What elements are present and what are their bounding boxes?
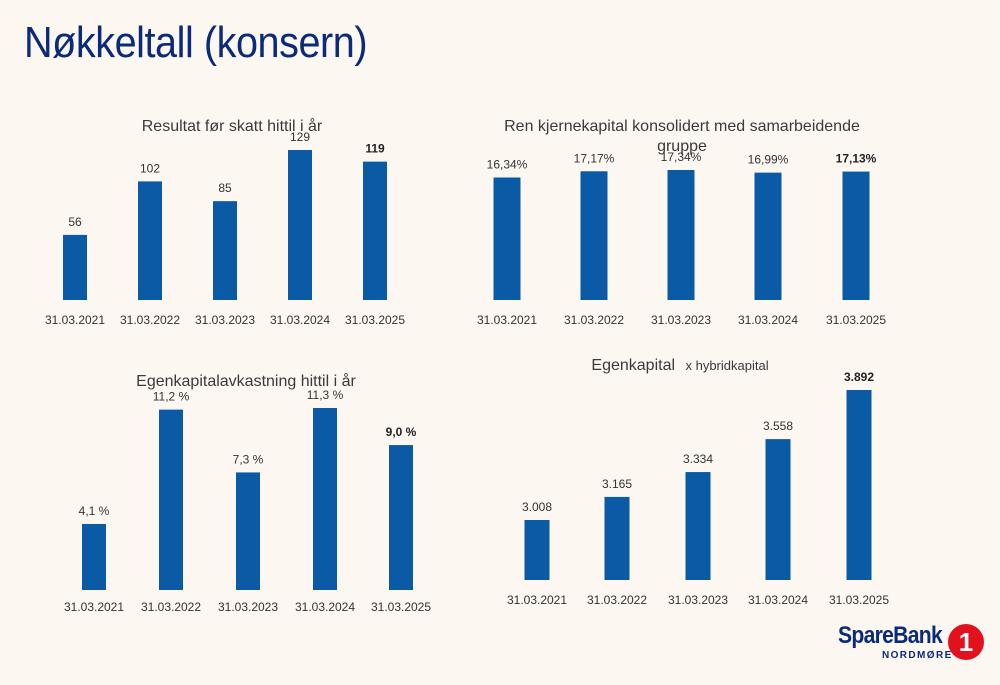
data-label: 11,2 % bbox=[153, 390, 190, 404]
bar bbox=[363, 161, 387, 300]
bar bbox=[236, 472, 260, 590]
data-label: 3.165 bbox=[602, 477, 632, 491]
x-tick-label: 31.03.2025 bbox=[826, 313, 886, 327]
x-tick-label: 31.03.2023 bbox=[651, 313, 711, 327]
bar bbox=[313, 408, 337, 590]
bar bbox=[288, 150, 312, 300]
sparebank-logo: SpareBank NORDMØRE 1 bbox=[838, 622, 984, 668]
data-label: 7,3 % bbox=[233, 452, 264, 466]
x-tick-label: 31.03.2023 bbox=[195, 313, 255, 327]
data-label: 85 bbox=[218, 181, 232, 195]
bar bbox=[685, 472, 711, 580]
bar bbox=[754, 172, 782, 300]
data-label: 11,3 % bbox=[307, 388, 344, 402]
bar bbox=[765, 439, 791, 580]
bar bbox=[524, 520, 550, 580]
data-label: 9,0 % bbox=[386, 425, 417, 439]
data-label: 16,99% bbox=[748, 153, 789, 167]
bar bbox=[138, 181, 162, 300]
chart-title-main: Egenkapital bbox=[591, 357, 675, 374]
bar bbox=[846, 390, 872, 580]
x-tick-label: 31.03.2021 bbox=[477, 313, 537, 327]
bar bbox=[159, 409, 183, 590]
page-title: Nøkkeltall (konsern) bbox=[24, 18, 368, 67]
bar bbox=[580, 171, 608, 300]
x-tick-label: 31.03.2022 bbox=[120, 313, 180, 327]
bar bbox=[389, 445, 413, 590]
chart-title: Egenkapital x hybridkapital bbox=[591, 357, 768, 374]
data-label: 16,34% bbox=[487, 157, 528, 171]
data-label: 17,34% bbox=[661, 150, 702, 164]
x-tick-label: 31.03.2022 bbox=[587, 593, 647, 607]
x-tick-label: 31.03.2024 bbox=[748, 593, 808, 607]
chart-title: Resultat før skatt hittil i år bbox=[142, 117, 323, 135]
chart-subtitle: x hybridkapital bbox=[685, 358, 768, 373]
data-label: 4,1 % bbox=[79, 504, 110, 518]
chart-title-line2: gruppe bbox=[657, 138, 707, 155]
bar bbox=[63, 234, 87, 300]
data-label: 17,13% bbox=[836, 152, 877, 166]
x-tick-label: 31.03.2024 bbox=[270, 313, 330, 327]
bar bbox=[82, 523, 106, 590]
bar bbox=[493, 177, 521, 300]
x-tick-label: 31.03.2024 bbox=[295, 600, 355, 614]
data-label: 3.008 bbox=[522, 500, 552, 514]
x-tick-label: 31.03.2021 bbox=[45, 313, 105, 327]
x-tick-label: 31.03.2021 bbox=[507, 593, 567, 607]
x-tick-label: 31.03.2022 bbox=[141, 600, 201, 614]
data-label: 129 bbox=[290, 130, 310, 144]
bar bbox=[213, 201, 237, 300]
data-label: 3.892 bbox=[844, 370, 874, 384]
x-tick-label: 31.03.2025 bbox=[345, 313, 405, 327]
logo-name: SpareBank bbox=[838, 622, 943, 649]
bar bbox=[667, 170, 695, 300]
bar bbox=[842, 171, 870, 300]
x-tick-label: 31.03.2025 bbox=[829, 593, 889, 607]
x-tick-label: 31.03.2025 bbox=[371, 600, 431, 614]
x-tick-label: 31.03.2024 bbox=[738, 313, 798, 327]
chart-title: Egenkapitalavkastning hittil i år bbox=[136, 372, 356, 390]
data-label: 102 bbox=[140, 161, 160, 175]
bar bbox=[604, 496, 630, 580]
data-label: 17,17% bbox=[574, 151, 615, 165]
x-tick-label: 31.03.2022 bbox=[564, 313, 624, 327]
data-label: 119 bbox=[365, 142, 385, 156]
data-label: 3.558 bbox=[763, 419, 793, 433]
logo-subtitle: NORDMØRE bbox=[882, 650, 953, 661]
x-tick-label: 31.03.2021 bbox=[64, 600, 124, 614]
data-label: 56 bbox=[68, 215, 82, 229]
data-label: 3.334 bbox=[683, 452, 713, 466]
x-tick-label: 31.03.2023 bbox=[218, 600, 278, 614]
chart-title: Ren kjernekapital konsolidert med samarb… bbox=[504, 118, 860, 135]
logo-one-icon: 1 bbox=[948, 624, 984, 660]
x-tick-label: 31.03.2023 bbox=[668, 593, 728, 607]
